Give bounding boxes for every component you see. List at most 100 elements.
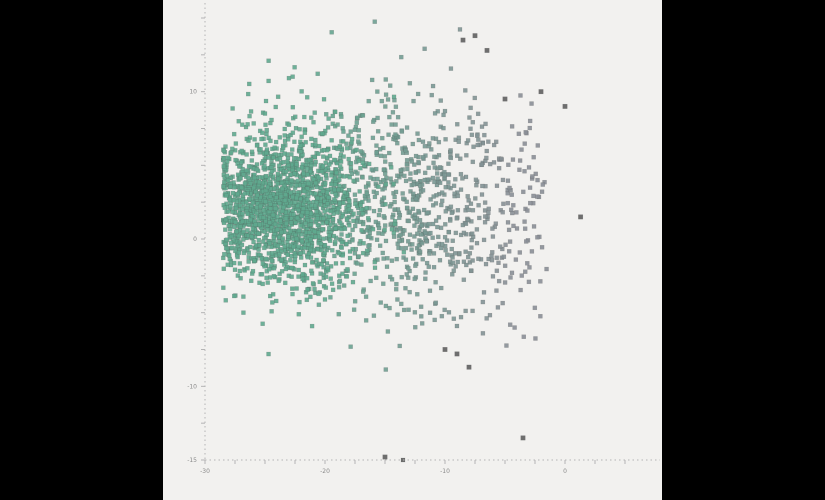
data-point [439,202,444,208]
data-point [264,275,269,281]
data-point [422,46,427,51]
data-point [318,202,323,207]
data-point [461,277,467,282]
data-point [261,215,267,220]
data-point [366,216,371,221]
outlier-point [442,347,448,352]
data-point [304,186,310,191]
data-point [319,247,324,253]
data-point [316,174,321,180]
data-point [381,167,387,173]
data-point [398,168,404,173]
data-point [424,260,430,266]
data-point [502,280,508,285]
data-point [535,235,540,240]
data-point [302,262,308,268]
data-point [221,266,227,272]
data-point [243,168,249,173]
data-point [229,234,234,239]
data-point [305,287,310,292]
data-point [288,220,294,225]
data-point [308,211,314,216]
data-point [231,260,237,266]
data-point [468,105,473,111]
data-point [390,215,395,220]
data-point [436,234,441,240]
data-point [329,138,334,143]
data-point [494,255,499,260]
data-point [416,243,422,248]
data-point [245,228,250,233]
data-point [221,164,226,169]
data-point [332,176,337,181]
data-point [505,178,511,183]
data-point [269,244,274,250]
data-point [288,200,293,206]
data-point [410,242,415,247]
data-point [486,139,491,144]
data-point [257,243,262,248]
data-point [261,207,267,213]
data-point [410,206,416,212]
data-point [453,137,458,142]
data-point [254,210,259,216]
data-point [312,229,317,234]
data-point [417,227,422,233]
data-point [529,249,535,254]
data-point [251,185,256,191]
data-point [277,271,282,277]
data-point [424,239,429,244]
data-point [503,242,508,247]
x-tick-label: 0 [563,468,567,475]
data-point [339,245,344,250]
data-point [446,161,451,166]
outlier-point [520,435,526,441]
data-point [223,144,228,149]
outlier-point [538,89,544,95]
data-point [413,170,418,175]
data-point [321,154,326,159]
data-point [453,264,458,269]
data-point [481,237,487,243]
data-point [228,184,233,189]
data-point [235,191,240,197]
data-point [401,249,407,255]
data-point [324,261,330,266]
data-point [490,226,495,231]
data-point [364,191,370,196]
data-point [535,194,540,199]
data-point [381,195,387,200]
data-point [473,196,478,201]
data-point [296,228,302,233]
data-point [377,243,383,248]
data-point [523,269,528,274]
data-point [394,256,399,262]
data-point [309,268,314,273]
data-point [338,220,343,225]
data-point [244,200,249,205]
data-point [518,287,523,293]
data-point [409,247,414,252]
data-point [435,176,440,181]
data-point [371,313,377,318]
data-point [351,211,356,216]
data-point [399,301,404,307]
data-point [413,153,419,159]
data-point [230,209,235,215]
data-point [231,185,237,190]
data-point [469,245,474,250]
data-point [464,153,469,158]
data-point [247,81,252,87]
data-point [288,258,293,263]
data-point [360,211,366,216]
data-point [430,136,436,141]
data-point [395,312,400,317]
data-point [272,221,278,227]
data-point [522,226,528,231]
data-point [294,215,300,221]
data-point [376,225,382,231]
data-point [479,162,485,167]
data-point [304,95,310,100]
data-point [369,167,374,172]
data-point [408,177,413,182]
